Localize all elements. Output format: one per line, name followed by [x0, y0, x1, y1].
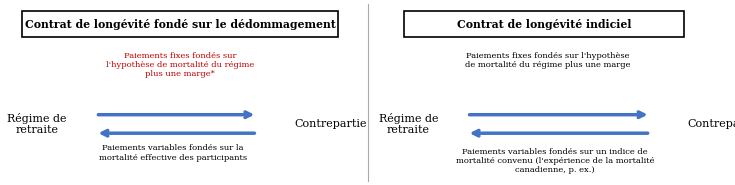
Text: Contrepartie: Contrepartie [294, 119, 367, 129]
Text: Contrat de longévité indiciel: Contrat de longévité indiciel [456, 18, 631, 30]
Text: Contrat de longévité fondé sur le dédommagement: Contrat de longévité fondé sur le dédomm… [25, 18, 335, 30]
Text: Contrepartie: Contrepartie [687, 119, 735, 129]
Bar [22, 11, 338, 37]
Text: Paiements variables fondés sur un indice de
mortalité convenu (l'expérience de l: Paiements variables fondés sur un indice… [456, 148, 654, 174]
Text: Paiements fixes fondés sur l'hypothèse
de mortalité du régime plus une marge: Paiements fixes fondés sur l'hypothèse d… [465, 52, 631, 69]
Bar [404, 11, 684, 37]
Text: Paiements fixes fondés sur
l'hypothèse de mortalité du régime
plus une marge*: Paiements fixes fondés sur l'hypothèse d… [106, 52, 254, 78]
Text: Régime de
retraite: Régime de retraite [379, 113, 438, 135]
Text: Régime de
retraite: Régime de retraite [7, 113, 67, 135]
Text: Paiements variables fondés sur la
mortalité effective des participants: Paiements variables fondés sur la mortal… [98, 144, 247, 162]
